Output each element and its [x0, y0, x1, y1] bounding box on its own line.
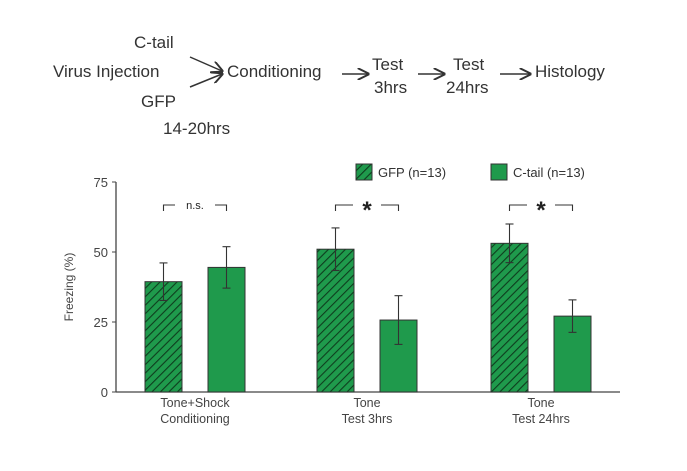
interval-label: 14-20hrs — [163, 119, 231, 138]
conditioning-label: Conditioning — [227, 62, 322, 81]
virus-injection-label: Virus Injection — [53, 62, 160, 81]
gfp-label: GFP — [141, 92, 176, 111]
timeline-arrows — [189, 56, 687, 88]
test24-line2: 24hrs — [446, 78, 489, 97]
histology-label: Histology — [535, 62, 605, 81]
test3-line2: 3hrs — [374, 78, 408, 97]
significance-bracket — [162, 204, 175, 211]
y-tick-label: 50 — [94, 245, 108, 260]
test24-line1: Test — [453, 55, 485, 74]
y-tick-label: 25 — [94, 315, 108, 330]
ctail-label: C-tail — [134, 33, 174, 52]
x-tick-label: Tone — [353, 396, 380, 410]
legend-label: GFP (n=13) — [378, 165, 446, 180]
y-tick-label: 0 — [101, 385, 108, 400]
arrow-gfp — [189, 74, 222, 88]
significance-bracket — [508, 204, 527, 211]
legend-swatch-gfp — [355, 163, 373, 181]
x-tick-label: Test 24hrs — [512, 412, 570, 426]
x-tick-label: Test 3hrs — [342, 412, 393, 426]
significance-label: * — [362, 197, 372, 224]
test3-line1: Test — [372, 55, 404, 74]
x-tick-label: Tone+Shock — [160, 396, 230, 410]
significance-bracket — [215, 204, 228, 211]
significance-label: n.s. — [186, 200, 204, 212]
y-axis-label: Freezing (%) — [62, 253, 76, 322]
significance-bracket — [555, 204, 574, 211]
significance-bracket — [381, 204, 400, 211]
bar-gfp — [490, 242, 529, 393]
legend-swatch-ctail — [490, 163, 508, 181]
significance-bracket — [334, 204, 353, 211]
y-tick-label: 75 — [94, 175, 108, 190]
x-tick-label: Conditioning — [160, 412, 230, 426]
bar-gfp — [316, 248, 355, 393]
legend-label: C-tail (n=13) — [513, 165, 585, 180]
arrow-ctail — [189, 56, 222, 71]
significance-label: * — [536, 197, 546, 224]
x-tick-label: Tone — [527, 396, 554, 410]
